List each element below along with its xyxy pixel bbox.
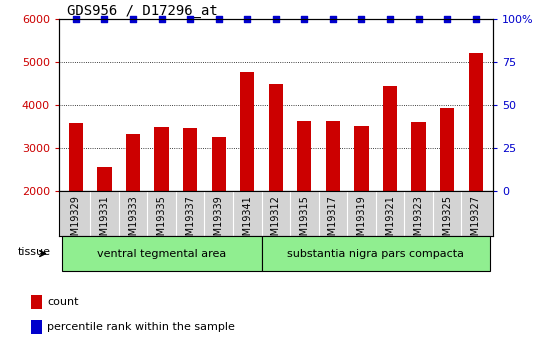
FancyBboxPatch shape <box>262 236 490 271</box>
Point <box>214 16 223 22</box>
Text: GSM19312: GSM19312 <box>271 195 281 248</box>
Point <box>100 16 109 22</box>
Text: GSM19325: GSM19325 <box>442 195 452 248</box>
Point <box>186 16 195 22</box>
Text: GSM19339: GSM19339 <box>214 195 223 248</box>
Text: GSM19331: GSM19331 <box>100 195 110 248</box>
Point <box>129 16 138 22</box>
Bar <box>354 126 368 191</box>
Bar <box>69 123 83 191</box>
Point <box>414 16 423 22</box>
Bar <box>326 121 340 191</box>
Point <box>357 16 366 22</box>
Bar <box>297 121 311 191</box>
Text: tissue: tissue <box>17 247 50 257</box>
Text: GSM19317: GSM19317 <box>328 195 338 248</box>
Text: GSM19327: GSM19327 <box>470 195 480 248</box>
Text: GSM19329: GSM19329 <box>71 195 81 248</box>
Point <box>72 16 81 22</box>
Point <box>385 16 394 22</box>
Point <box>271 16 280 22</box>
Bar <box>383 86 397 191</box>
Text: GSM19337: GSM19337 <box>185 195 195 248</box>
Text: GSM19319: GSM19319 <box>357 195 366 248</box>
Text: GSM19323: GSM19323 <box>414 195 423 248</box>
Bar <box>183 128 197 191</box>
Text: GSM19315: GSM19315 <box>300 195 309 248</box>
Text: GSM19335: GSM19335 <box>157 195 166 248</box>
Text: percentile rank within the sample: percentile rank within the sample <box>47 322 235 332</box>
Bar <box>469 53 483 191</box>
Bar <box>30 295 41 309</box>
Bar <box>155 127 169 191</box>
Point <box>471 16 480 22</box>
Bar <box>30 320 41 334</box>
Text: GSM19333: GSM19333 <box>128 195 138 248</box>
Text: GSM19321: GSM19321 <box>385 195 395 248</box>
Text: count: count <box>47 297 78 307</box>
Point <box>157 16 166 22</box>
Text: GSM19341: GSM19341 <box>242 195 252 248</box>
Point <box>300 16 309 22</box>
Text: GDS956 / D17296_at: GDS956 / D17296_at <box>67 4 218 18</box>
Bar <box>269 83 283 191</box>
Bar <box>412 121 426 191</box>
Point <box>328 16 337 22</box>
Point <box>442 16 451 22</box>
Text: substantia nigra pars compacta: substantia nigra pars compacta <box>287 249 464 258</box>
Text: ventral tegmental area: ventral tegmental area <box>97 249 226 258</box>
Bar <box>440 108 454 191</box>
Point <box>243 16 252 22</box>
Bar <box>97 167 111 191</box>
Bar <box>240 71 254 191</box>
Bar <box>126 134 140 191</box>
FancyBboxPatch shape <box>62 236 262 271</box>
Bar <box>212 137 226 191</box>
